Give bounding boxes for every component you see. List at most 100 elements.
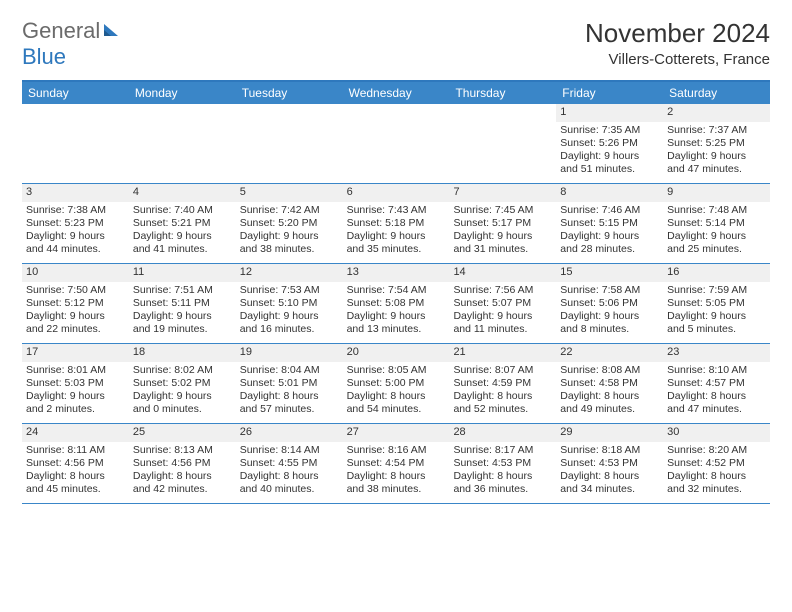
day-header-row: Sunday Monday Tuesday Wednesday Thursday… [22,82,770,104]
daylight-line-2: and 57 minutes. [240,403,339,416]
sunrise-line: Sunrise: 7:58 AM [560,284,659,297]
day-number: 2 [663,104,770,122]
sunset-line: Sunset: 4:52 PM [667,457,766,470]
sunrise-line: Sunrise: 7:40 AM [133,204,232,217]
sunset-line: Sunset: 5:14 PM [667,217,766,230]
sunrise-line: Sunrise: 7:38 AM [26,204,125,217]
daylight-line-2: and 0 minutes. [133,403,232,416]
day-number: 17 [22,344,129,362]
daylight-line-2: and 2 minutes. [26,403,125,416]
day-number: 1 [556,104,663,122]
day-number: 7 [449,184,556,202]
sunset-line: Sunset: 5:15 PM [560,217,659,230]
day-cell [236,104,343,183]
day-cell: 9Sunrise: 7:48 AMSunset: 5:14 PMDaylight… [663,184,770,263]
daylight-line-2: and 47 minutes. [667,403,766,416]
title-block: November 2024 Villers-Cotterets, France [585,18,770,68]
week-row: 24Sunrise: 8:11 AMSunset: 4:56 PMDayligh… [22,424,770,504]
sunset-line: Sunset: 5:05 PM [667,297,766,310]
day-number: 10 [22,264,129,282]
daylight-line-1: Daylight: 8 hours [240,470,339,483]
day-number: 23 [663,344,770,362]
day-number: 21 [449,344,556,362]
day-header-saturday: Saturday [663,82,770,104]
daylight-line-1: Daylight: 9 hours [26,310,125,323]
sunrise-line: Sunrise: 8:11 AM [26,444,125,457]
day-header-wednesday: Wednesday [343,82,450,104]
day-number: 9 [663,184,770,202]
day-cell [129,104,236,183]
sunset-line: Sunset: 4:58 PM [560,377,659,390]
daylight-line-2: and 54 minutes. [347,403,446,416]
day-header-sunday: Sunday [22,82,129,104]
sunrise-line: Sunrise: 8:17 AM [453,444,552,457]
day-number: 18 [129,344,236,362]
sunrise-line: Sunrise: 7:54 AM [347,284,446,297]
sunrise-line: Sunrise: 8:13 AM [133,444,232,457]
day-cell: 27Sunrise: 8:16 AMSunset: 4:54 PMDayligh… [343,424,450,503]
daylight-line-1: Daylight: 8 hours [453,470,552,483]
weeks-container: 1Sunrise: 7:35 AMSunset: 5:26 PMDaylight… [22,104,770,504]
header: General Blue November 2024 Villers-Cotte… [22,18,770,70]
day-cell: 11Sunrise: 7:51 AMSunset: 5:11 PMDayligh… [129,264,236,343]
day-cell: 21Sunrise: 8:07 AMSunset: 4:59 PMDayligh… [449,344,556,423]
sunrise-line: Sunrise: 7:50 AM [26,284,125,297]
day-cell: 20Sunrise: 8:05 AMSunset: 5:00 PMDayligh… [343,344,450,423]
day-number: 6 [343,184,450,202]
logo-word-general: General [22,18,100,43]
daylight-line-2: and 41 minutes. [133,243,232,256]
sunset-line: Sunset: 5:18 PM [347,217,446,230]
sunrise-line: Sunrise: 8:20 AM [667,444,766,457]
sunrise-line: Sunrise: 8:05 AM [347,364,446,377]
daylight-line-2: and 16 minutes. [240,323,339,336]
daylight-line-2: and 45 minutes. [26,483,125,496]
day-number: 5 [236,184,343,202]
daylight-line-2: and 19 minutes. [133,323,232,336]
day-number: 8 [556,184,663,202]
sunrise-line: Sunrise: 8:04 AM [240,364,339,377]
daylight-line-2: and 5 minutes. [667,323,766,336]
day-header-monday: Monday [129,82,236,104]
sail-icon [102,18,122,43]
week-row: 3Sunrise: 7:38 AMSunset: 5:23 PMDaylight… [22,184,770,264]
daylight-line-1: Daylight: 9 hours [560,230,659,243]
daylight-line-1: Daylight: 9 hours [347,230,446,243]
daylight-line-2: and 38 minutes. [240,243,339,256]
daylight-line-1: Daylight: 8 hours [26,470,125,483]
daylight-line-2: and 51 minutes. [560,163,659,176]
day-number: 22 [556,344,663,362]
day-cell: 15Sunrise: 7:58 AMSunset: 5:06 PMDayligh… [556,264,663,343]
sunset-line: Sunset: 5:26 PM [560,137,659,150]
sunset-line: Sunset: 5:03 PM [26,377,125,390]
sunrise-line: Sunrise: 7:46 AM [560,204,659,217]
daylight-line-1: Daylight: 9 hours [133,230,232,243]
daylight-line-1: Daylight: 9 hours [453,310,552,323]
day-number: 30 [663,424,770,442]
day-cell: 14Sunrise: 7:56 AMSunset: 5:07 PMDayligh… [449,264,556,343]
day-number: 24 [22,424,129,442]
sunrise-line: Sunrise: 7:51 AM [133,284,232,297]
daylight-line-1: Daylight: 9 hours [453,230,552,243]
day-number: 28 [449,424,556,442]
sunrise-line: Sunrise: 8:18 AM [560,444,659,457]
day-cell: 22Sunrise: 8:08 AMSunset: 4:58 PMDayligh… [556,344,663,423]
daylight-line-1: Daylight: 8 hours [133,470,232,483]
sunset-line: Sunset: 5:17 PM [453,217,552,230]
day-number: 14 [449,264,556,282]
daylight-line-2: and 32 minutes. [667,483,766,496]
week-row: 10Sunrise: 7:50 AMSunset: 5:12 PMDayligh… [22,264,770,344]
day-cell: 10Sunrise: 7:50 AMSunset: 5:12 PMDayligh… [22,264,129,343]
week-row: 1Sunrise: 7:35 AMSunset: 5:26 PMDaylight… [22,104,770,184]
daylight-line-1: Daylight: 9 hours [240,230,339,243]
day-cell: 16Sunrise: 7:59 AMSunset: 5:05 PMDayligh… [663,264,770,343]
daylight-line-2: and 13 minutes. [347,323,446,336]
sunset-line: Sunset: 5:00 PM [347,377,446,390]
logo: General Blue [22,18,122,70]
day-cell: 4Sunrise: 7:40 AMSunset: 5:21 PMDaylight… [129,184,236,263]
day-cell: 1Sunrise: 7:35 AMSunset: 5:26 PMDaylight… [556,104,663,183]
day-cell [449,104,556,183]
day-number: 11 [129,264,236,282]
calendar: Sunday Monday Tuesday Wednesday Thursday… [22,80,770,504]
location-subtitle: Villers-Cotterets, France [585,51,770,68]
sunset-line: Sunset: 5:08 PM [347,297,446,310]
